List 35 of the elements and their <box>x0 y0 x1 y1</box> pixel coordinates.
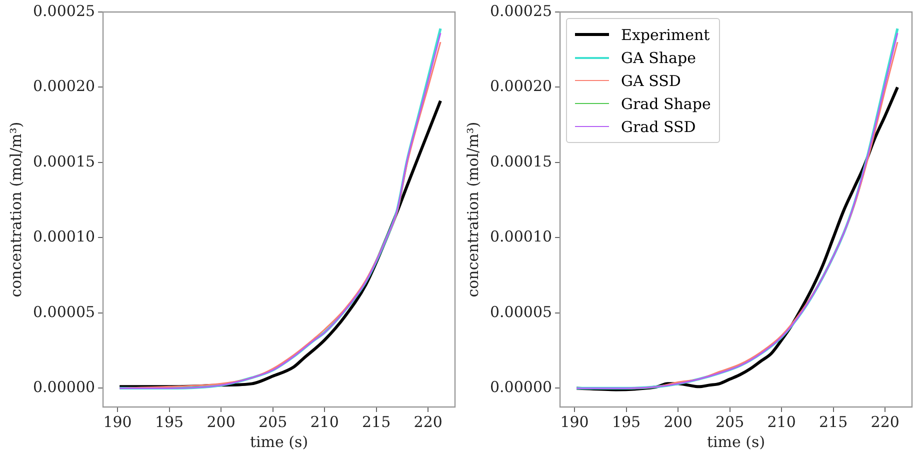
y-tick-label: 0.00015 <box>490 152 552 170</box>
y-tick-label: 0.00005 <box>490 302 552 321</box>
x-tick-label: 190 <box>560 412 589 431</box>
x-tick-label: 200 <box>206 412 236 431</box>
legend-label: Experiment <box>621 26 710 44</box>
y-tick-label: 0.00025 <box>490 2 552 20</box>
y-tick-label: 0.00005 <box>33 302 96 321</box>
x-tick-label: 205 <box>715 412 744 431</box>
x-tick-label: 195 <box>154 412 184 431</box>
x-tick-label: 205 <box>258 412 288 431</box>
y-axis-title: concentration (mol/m³) <box>464 122 482 298</box>
x-tick-label: 215 <box>362 412 391 431</box>
legend-label: GA SSD <box>621 72 681 90</box>
legend-label: Grad Shape <box>621 94 711 112</box>
y-tick-label: 0.00020 <box>490 77 552 96</box>
y-tick-label: 0.00015 <box>33 152 96 170</box>
y-tick-label: 0.00010 <box>33 228 96 246</box>
x-tick-label: 220 <box>870 412 900 431</box>
x-tick-label: 195 <box>612 412 641 431</box>
x-tick-label: 210 <box>310 412 339 431</box>
y-tick-label: 0.00025 <box>33 2 96 20</box>
legend-label: Grad SSD <box>621 118 696 136</box>
x-tick-label: 215 <box>819 412 848 431</box>
x-axis-title: time (s) <box>706 432 766 451</box>
x-axis-title: time (s) <box>250 432 308 451</box>
x-tick-label: 220 <box>414 412 442 431</box>
y-tick-label: 0.00000 <box>490 378 552 396</box>
legend-label: GA Shape <box>621 48 696 66</box>
y-tick-label: 0.00010 <box>490 228 552 246</box>
y-tick-label: 0.00020 <box>33 77 96 96</box>
y-tick-label: 0.00000 <box>33 378 96 396</box>
x-tick-label: 200 <box>664 412 692 431</box>
y-axis-title: concentration (mol/m³) <box>6 122 25 298</box>
x-tick-label: 210 <box>767 412 796 431</box>
x-tick-label: 190 <box>103 412 132 431</box>
